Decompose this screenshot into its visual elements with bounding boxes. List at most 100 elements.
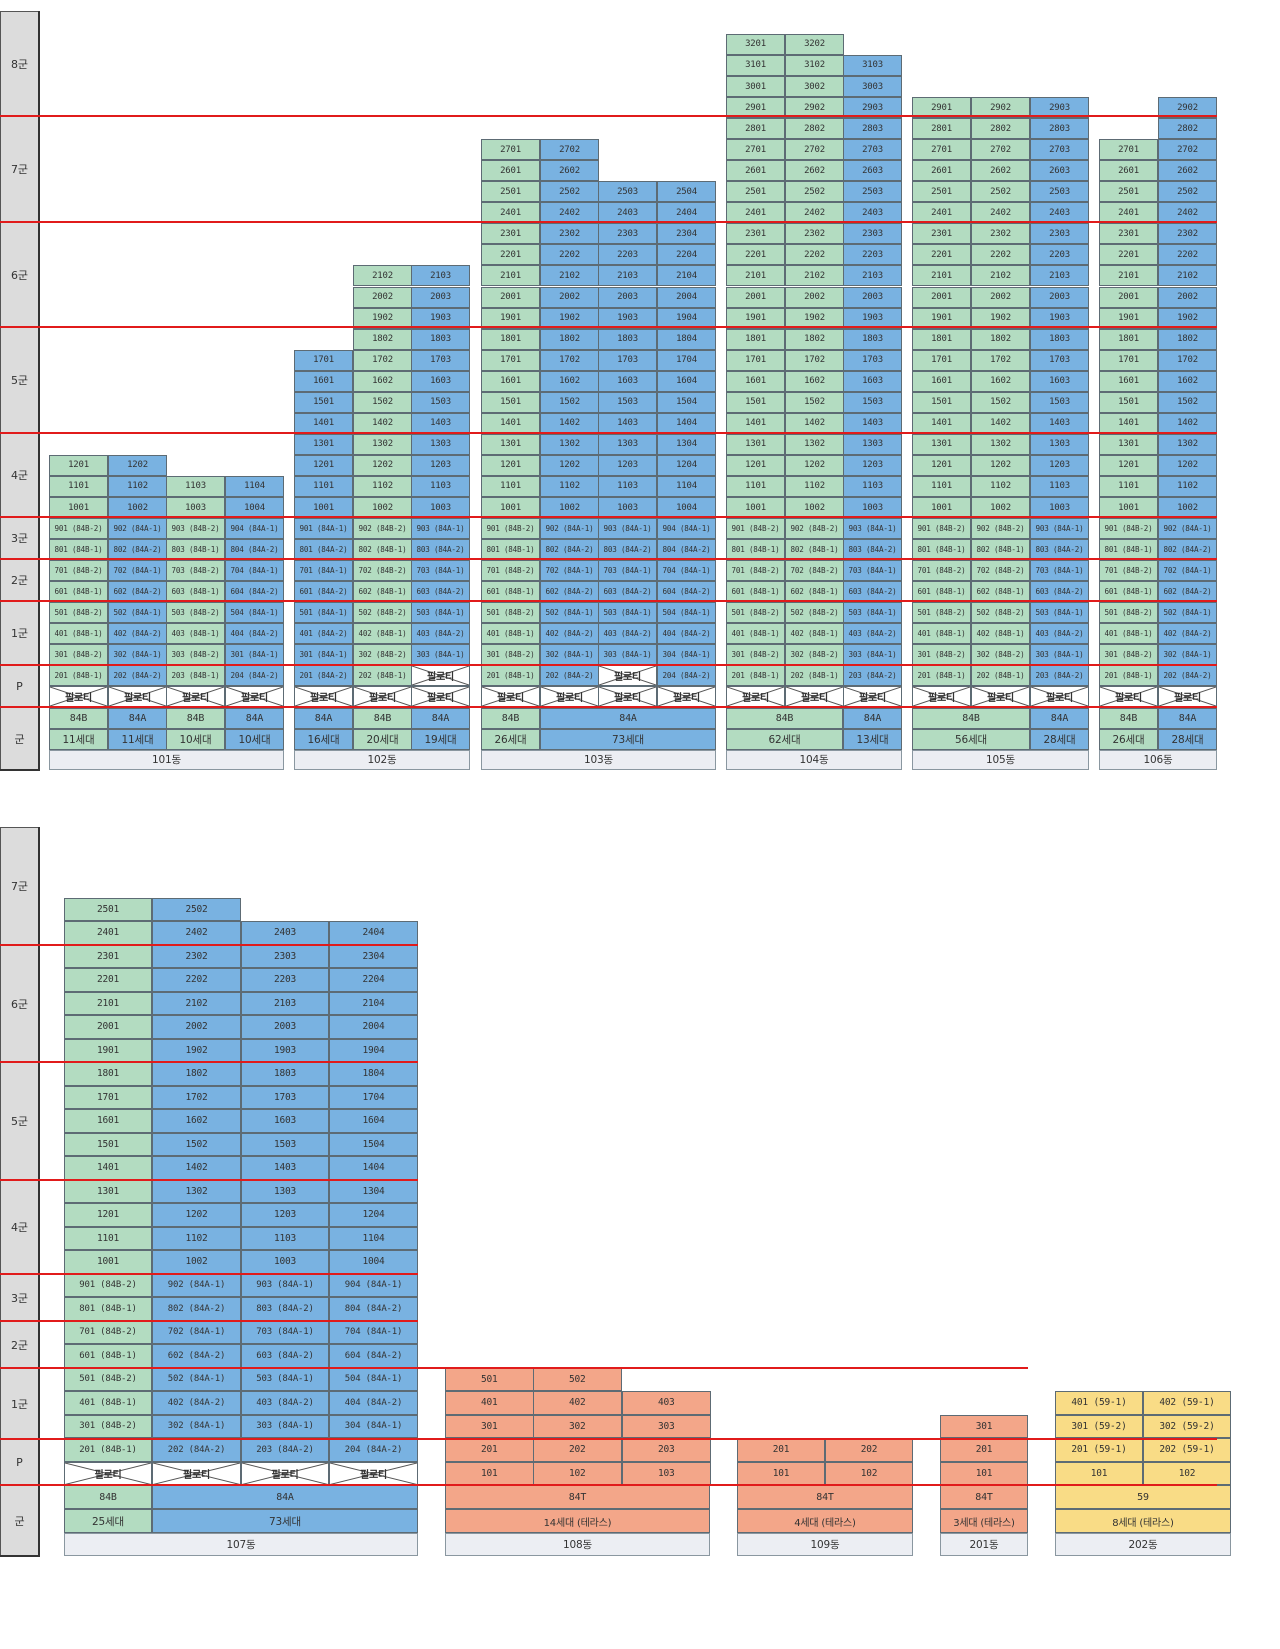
piloti-label: 필로티 [614, 693, 641, 705]
unit-cell: 504 (84A-1) [225, 602, 284, 624]
piloti-cell: 필로티 [411, 665, 470, 687]
unit-cell: 1603 [598, 370, 657, 392]
unit-cell: 1102 [540, 475, 599, 497]
unit-cell: 403 (84A-2) [843, 623, 902, 645]
unit-cell: 202 (84A-2) [108, 665, 167, 687]
group-label-g1: 1군 [0, 601, 39, 665]
unit-cell: 1402 [1158, 412, 1217, 434]
unit-cell: 401 (84B-1) [1099, 623, 1158, 645]
unit-cell: 1803 [843, 328, 902, 350]
unit-cell: 1601 [481, 370, 540, 392]
unit-cell: 1003 [1030, 497, 1089, 519]
unit-cell: 2302 [785, 223, 844, 245]
unit-cell: 1703 [411, 349, 470, 371]
household-count: 4세대 (테라스) [737, 1509, 913, 1533]
unit-cell: 2302 [540, 223, 599, 245]
unit-cell: 2102 [353, 265, 412, 287]
unit-cell: 903 (84A-1) [598, 518, 657, 540]
unit-cell: 2501 [912, 181, 971, 203]
unit-cell: 2501 [726, 181, 785, 203]
unit-cell: 2101 [1099, 265, 1158, 287]
piloti-label: 필로티 [1174, 693, 1201, 705]
unit-cell: 404 (84A-2) [329, 1391, 418, 1415]
unit-cell: 1002 [971, 497, 1030, 519]
unit-cell: 402 (84A-2) [108, 623, 167, 645]
unit-cell: 2501 [64, 897, 152, 921]
unit-cell: 1604 [657, 370, 716, 392]
unit-cell: 703 (84A-1) [598, 560, 657, 582]
household-count: 26세대 [481, 728, 540, 750]
unit-cell: 603 (84A-2) [1030, 581, 1089, 603]
unit-cell: 204 (84A-2) [329, 1438, 418, 1462]
piloti-cell: 필로티 [1158, 686, 1217, 708]
unit-type-label: 84B [353, 707, 412, 729]
unit-cell: 1104 [225, 475, 284, 497]
unit-cell: 201 (59-1) [1055, 1438, 1143, 1462]
unit-cell: 1202 [152, 1203, 241, 1227]
unit-cell: 303 (84A-1) [598, 644, 657, 666]
unit-cell: 603 (84A-2) [241, 1344, 329, 1368]
household-count: 28세대 [1030, 728, 1089, 750]
unit-cell: 802 (84B-1) [971, 539, 1030, 561]
group-label-g1: 1군 [0, 1368, 39, 1439]
unit-cell: 1903 [1030, 307, 1089, 329]
unit-cell: 301 (84B-2) [64, 1414, 152, 1438]
unit-cell: 1302 [152, 1179, 241, 1203]
unit-cell: 1201 [64, 1203, 152, 1227]
unit-cell: 701 (84B-2) [1099, 560, 1158, 582]
unit-cell: 1701 [481, 349, 540, 371]
building-name: 202동 [1055, 1533, 1231, 1556]
unit-cell: 1301 [1099, 433, 1158, 455]
unit-cell: 2502 [152, 897, 241, 921]
unit-cell: 1503 [843, 391, 902, 413]
unit-cell: 2802 [1158, 118, 1217, 140]
unit-cell: 502 (84B-2) [785, 602, 844, 624]
unit-cell: 902 (84A-1) [1158, 518, 1217, 540]
unit-cell: 1402 [785, 412, 844, 434]
unit-cell: 1601 [64, 1109, 152, 1133]
unit-cell: 3103 [843, 54, 902, 76]
unit-cell: 401 (84B-1) [912, 623, 971, 645]
unit-cell: 401 [445, 1391, 534, 1415]
unit-cell: 1702 [353, 349, 412, 371]
unit-cell: 501 (84B-2) [912, 602, 971, 624]
unit-cell: 802 (84A-2) [540, 539, 599, 561]
unit-cell: 2202 [971, 244, 1030, 266]
unit-cell: 2902 [785, 97, 844, 119]
unit-cell: 2603 [843, 160, 902, 182]
unit-cell: 303 (84A-1) [1030, 644, 1089, 666]
unit-cell: 501 (84A-1) [294, 602, 353, 624]
unit-cell: 2102 [152, 991, 241, 1015]
unit-cell: 301 (84B-2) [481, 644, 540, 666]
unit-cell: 2701 [912, 139, 971, 161]
unit-cell: 2703 [1030, 139, 1089, 161]
unit-cell: 2003 [1030, 286, 1089, 308]
building-name: 107동 [64, 1533, 418, 1556]
unit-cell: 1501 [912, 391, 971, 413]
unit-cell: 1501 [481, 391, 540, 413]
piloti-cell: 필로티 [64, 1461, 152, 1485]
unit-cell: 503 (84A-1) [241, 1367, 329, 1391]
unit-cell: 1203 [843, 454, 902, 476]
unit-cell: 1102 [152, 1226, 241, 1250]
unit-cell: 2203 [241, 968, 329, 992]
unit-cell: 302 (84A-1) [540, 644, 599, 666]
unit-cell: 1902 [1158, 307, 1217, 329]
unit-cell: 403 [622, 1391, 711, 1415]
unit-cell: 804 (84A-2) [329, 1297, 418, 1321]
unit-cell: 2301 [1099, 223, 1158, 245]
unit-cell: 2701 [481, 139, 540, 161]
unit-cell: 1001 [49, 497, 108, 519]
unit-cell: 1703 [241, 1085, 329, 1109]
unit-cell: 101 [1055, 1461, 1143, 1485]
unit-cell: 1204 [329, 1203, 418, 1227]
unit-cell: 501 (84B-2) [726, 602, 785, 624]
unit-cell: 1101 [294, 475, 353, 497]
unit-cell: 201 (84A-2) [294, 665, 353, 687]
unit-cell: 1904 [329, 1038, 418, 1062]
unit-cell: 2204 [657, 244, 716, 266]
unit-cell: 2002 [152, 1015, 241, 1039]
piloti-label: 필로티 [928, 693, 955, 705]
unit-cell: 1101 [64, 1226, 152, 1250]
unit-cell: 1401 [481, 412, 540, 434]
